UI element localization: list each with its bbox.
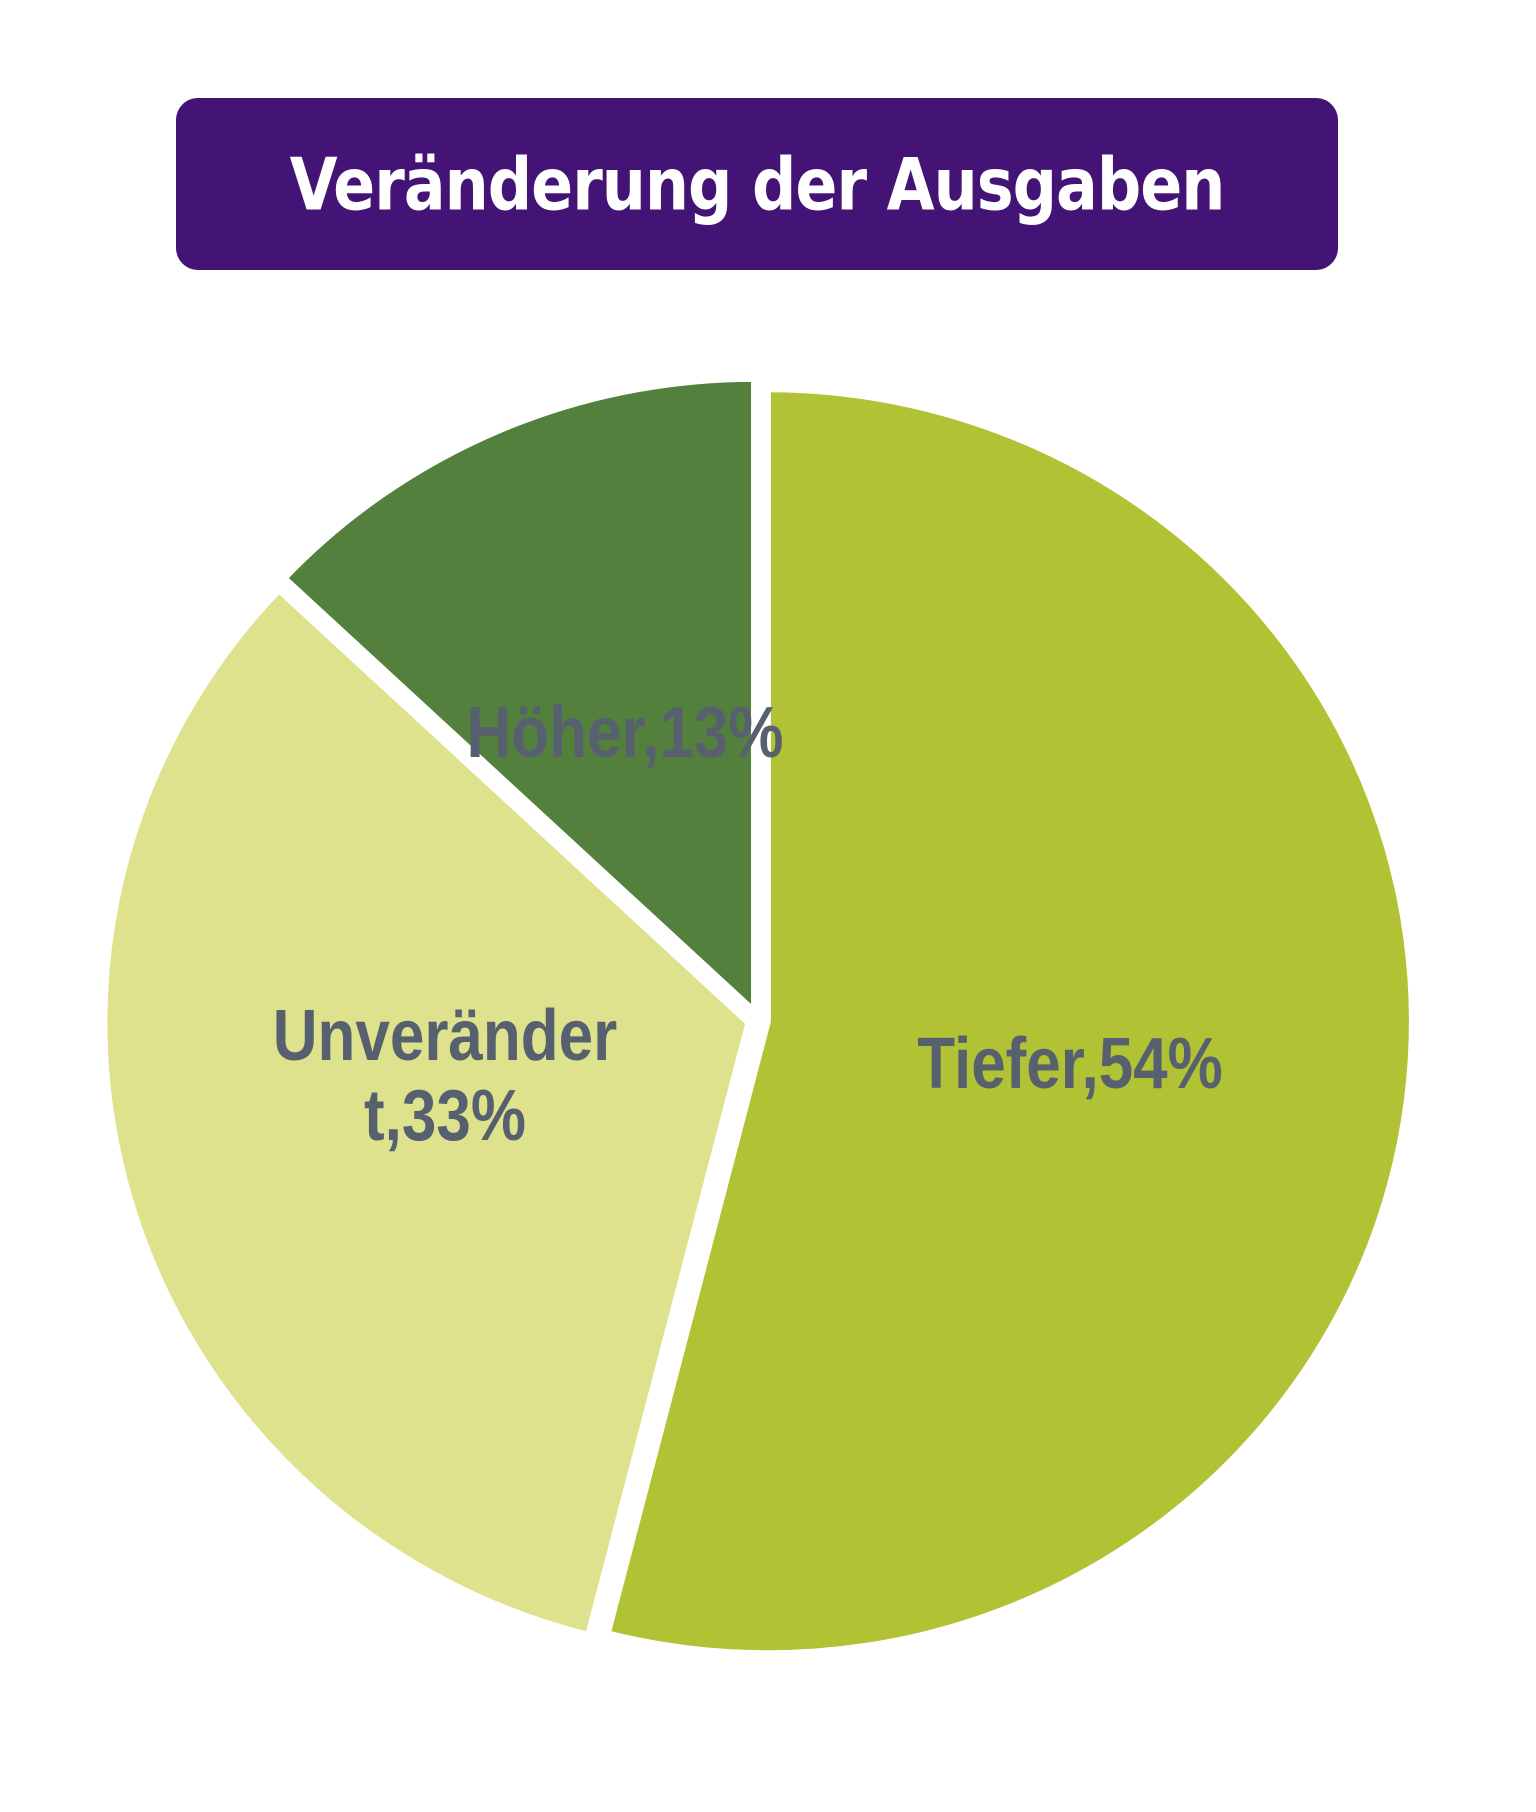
chart-title-box: Veränderung der Ausgaben (176, 98, 1338, 270)
slice-label-0: Tiefer,54% (917, 1024, 1223, 1104)
pie-slice-0 (604, 386, 1415, 1657)
pie-slice-1 (101, 585, 752, 1639)
pie-slice-2 (280, 375, 758, 1018)
slice-label-1: t,33% (364, 1076, 526, 1156)
slice-label-1: Unveränder (273, 996, 617, 1076)
chart-title: Veränderung der Ausgaben (289, 141, 1226, 227)
slice-label-2: Höher,13% (467, 693, 784, 773)
